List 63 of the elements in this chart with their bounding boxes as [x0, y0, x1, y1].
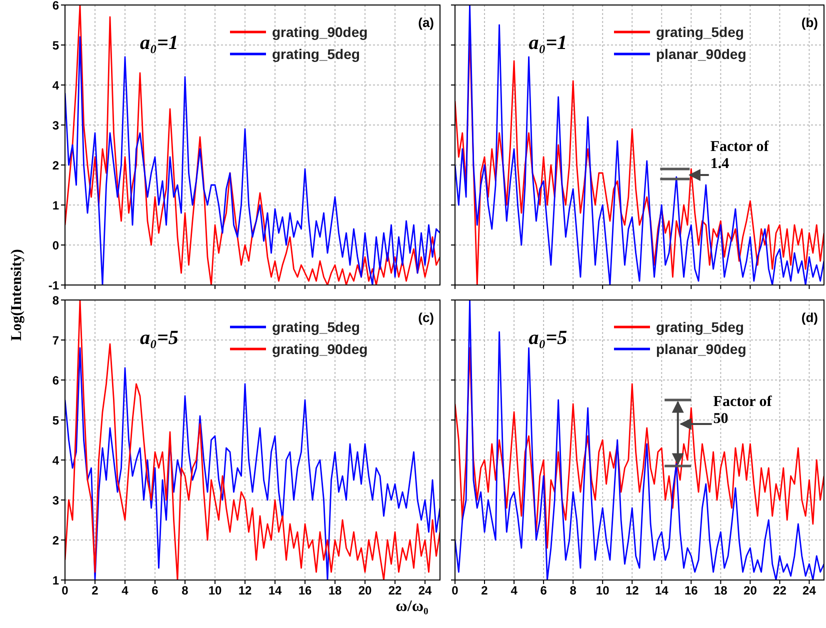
- line-series: [65, 300, 440, 580]
- x-tick-label: 12: [238, 584, 252, 598]
- legend-label: planar_90deg: [656, 46, 746, 62]
- x-tick-label: 6: [152, 584, 159, 598]
- annotation: (b): [801, 15, 818, 30]
- x-tick-label: 2: [92, 584, 99, 598]
- legend-label: grating_90deg: [272, 24, 368, 40]
- y-tick-label: 6: [52, 0, 60, 12]
- annotation: (d): [801, 310, 818, 325]
- annotation: (c): [418, 310, 434, 325]
- y-tick-label: 7: [52, 333, 60, 348]
- x-tick-label: 20: [744, 584, 758, 598]
- x-tick-label: 12: [625, 584, 640, 598]
- x-tick-label: 16: [298, 584, 312, 598]
- legend-label: grating_5deg: [272, 46, 360, 62]
- annotation: a₀=1: [140, 32, 178, 54]
- y-tick-label: 5: [52, 38, 60, 52]
- x-tick-label: 14: [268, 584, 282, 598]
- y-tick-label: 5: [52, 413, 60, 428]
- x-tick-label: 0: [62, 584, 69, 598]
- x-tick-label: 24: [418, 584, 432, 598]
- x-tick-label: 6: [540, 584, 548, 598]
- x-tick-label: 18: [328, 584, 342, 598]
- y-tick-label: 3: [52, 493, 60, 508]
- legend-label: grating_5deg: [656, 319, 744, 335]
- x-tick-label: 16: [684, 584, 698, 598]
- y-tick-label: 1: [52, 198, 60, 212]
- annotation: a₀=1: [528, 32, 568, 54]
- x-tick-label: 8: [570, 584, 577, 598]
- y-tick-label: 4: [52, 78, 60, 92]
- x-tick-label: 18: [714, 584, 728, 598]
- annotation: (a): [418, 15, 434, 30]
- x-tick-label: 10: [208, 584, 222, 598]
- x-tick-label: 8: [182, 584, 189, 598]
- x-tick-label: 2: [481, 584, 488, 598]
- x-axis-title: ω/ω₀: [394, 598, 430, 616]
- x-tick-label: 0: [452, 584, 459, 598]
- y-tick-label: 0: [52, 238, 60, 252]
- y-tick-label: -1: [48, 278, 60, 292]
- x-tick-label: 22: [773, 584, 787, 598]
- legend-label: grating_90deg: [272, 341, 368, 357]
- legend-label: grating_5deg: [656, 24, 744, 40]
- y-tick-label: 6: [52, 373, 60, 388]
- annotation: a₀=5: [140, 327, 178, 349]
- annotation: a₀=5: [528, 327, 568, 349]
- y-tick-label: 3: [52, 118, 60, 132]
- y-tick-label: 2: [52, 533, 60, 548]
- annotation: Factor of 50: [713, 394, 773, 427]
- legend-label: planar_90deg: [656, 341, 746, 357]
- y-axis-title: Log(Intensity): [9, 249, 25, 341]
- x-tick-label: 10: [596, 584, 610, 598]
- x-tick-label: 4: [122, 584, 129, 598]
- legend-label: grating_5deg: [272, 319, 360, 335]
- x-tick-label: 14: [654, 584, 669, 598]
- x-tick-label: 24: [802, 584, 816, 598]
- x-tick-label: 4: [510, 584, 518, 598]
- y-tick-label: 8: [52, 293, 60, 308]
- y-tick-label: 2: [52, 158, 60, 172]
- x-tick-label: 20: [358, 584, 372, 598]
- annotation: Factor of 1.4: [710, 139, 770, 172]
- x-tick-label: 22: [388, 584, 402, 598]
- y-tick-label: 4: [52, 453, 60, 468]
- y-tick-label: 1: [52, 573, 60, 588]
